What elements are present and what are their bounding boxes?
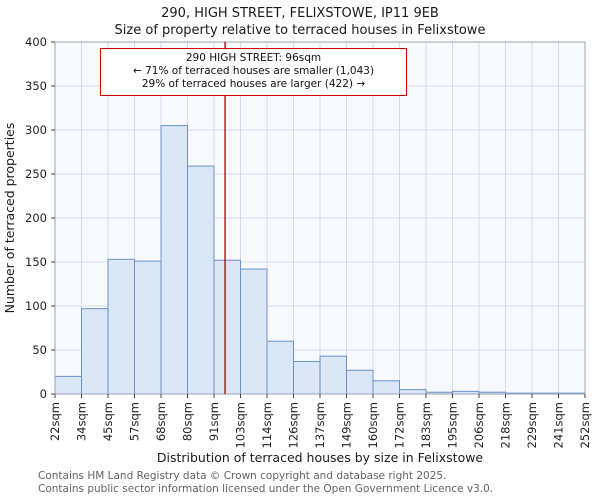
- chart-titles: 290, HIGH STREET, FELIXSTOWE, IP11 9EB S…: [0, 5, 600, 39]
- x-tick-label: 218sqm: [499, 402, 513, 448]
- y-tick-label: 350: [25, 79, 47, 93]
- y-tick-label: 100: [25, 299, 47, 313]
- y-tick-label: 250: [25, 167, 47, 181]
- histogram-bar: [346, 369, 374, 395]
- x-tick-label: 68sqm: [154, 402, 168, 441]
- x-tick-label: 229sqm: [525, 402, 539, 448]
- histogram-bar: [372, 380, 400, 395]
- histogram-bar: [107, 258, 135, 395]
- y-tick-label: 0: [40, 387, 47, 401]
- x-tick-label: 91sqm: [207, 402, 221, 441]
- footer-line-ogl: Contains public sector information licen…: [38, 482, 494, 495]
- x-tick-label: 114sqm: [260, 402, 274, 448]
- histogram-bar: [54, 375, 82, 395]
- annotation-smaller-stat: ← 71% of terraced houses are smaller (1,…: [132, 65, 375, 77]
- x-tick-label: 172sqm: [393, 402, 407, 448]
- histogram-bar: [319, 355, 347, 395]
- x-tick-label: 206sqm: [472, 402, 486, 448]
- y-tick-label: 150: [25, 255, 47, 269]
- x-tick-label: 80sqm: [181, 402, 195, 441]
- attribution-footer: Contains HM Land Registry data © Crown c…: [38, 470, 493, 495]
- x-tick-label: 183sqm: [419, 402, 433, 448]
- histogram-bar: [293, 360, 321, 395]
- histogram-bar: [399, 389, 427, 395]
- histogram-bar: [187, 165, 215, 395]
- x-tick-label: 137sqm: [313, 402, 327, 448]
- y-axis-label: Number of terraced properties: [2, 123, 17, 314]
- x-tick-label: 57sqm: [128, 402, 142, 441]
- x-tick-label: 22sqm: [48, 402, 62, 441]
- histogram-bar: [213, 259, 241, 395]
- chart-subtitle: Size of property relative to terraced ho…: [114, 23, 486, 38]
- x-tick-label: 45sqm: [101, 402, 115, 441]
- x-tick-label: 103sqm: [234, 402, 248, 448]
- histogram-bar: [81, 308, 109, 395]
- y-tick-label: 300: [25, 123, 47, 137]
- x-tick-label: 149sqm: [340, 402, 354, 448]
- histogram-bar: [134, 260, 162, 395]
- y-tick-label: 200: [25, 211, 47, 225]
- y-tick-label: 400: [25, 35, 47, 49]
- y-tick-label: 50: [32, 343, 47, 357]
- chart-title: 290, HIGH STREET, FELIXSTOWE, IP11 9EB: [161, 6, 439, 21]
- x-tick-label: 126sqm: [287, 402, 301, 448]
- x-tick-label: 160sqm: [366, 402, 380, 448]
- x-axis-label: Distribution of terraced houses by size …: [157, 450, 484, 465]
- x-tick-label: 34sqm: [75, 402, 89, 441]
- histogram-bar: [266, 340, 294, 395]
- annotation-property-size: 290 HIGH STREET: 96sqm: [185, 52, 322, 64]
- x-tick-label: 241sqm: [552, 402, 566, 448]
- x-tick-label: 252sqm: [578, 402, 592, 448]
- x-tick-label: 195sqm: [446, 402, 460, 448]
- footer-line-hm-land-registry: Contains HM Land Registry data © Crown c…: [38, 470, 447, 482]
- histogram-bar: [160, 125, 188, 395]
- property-annotation-box: 290 HIGH STREET: 96sqm ← 71% of terraced…: [100, 48, 407, 96]
- histogram-bar: [240, 268, 268, 395]
- annotation-larger-stat: 29% of terraced houses are larger (422) …: [141, 78, 366, 90]
